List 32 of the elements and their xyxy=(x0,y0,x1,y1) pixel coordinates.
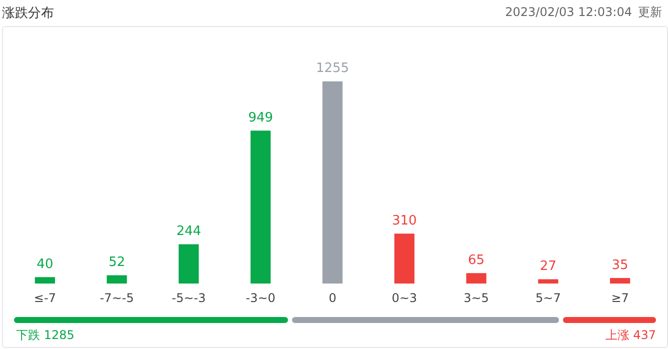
data-label: 949 xyxy=(248,110,274,126)
text: 上涨 437 xyxy=(605,327,656,344)
x-tick-label: 0 xyxy=(328,290,336,305)
x-tick-label: 0~3 xyxy=(392,290,418,305)
x-tick-label: 5~7 xyxy=(536,290,561,305)
text: 更新 xyxy=(638,5,662,19)
bar xyxy=(322,81,343,284)
x-tick-label: ≥7 xyxy=(611,290,629,305)
bar xyxy=(34,277,56,284)
x-tick-label: -3~0 xyxy=(246,290,276,305)
bar xyxy=(610,278,630,284)
bar xyxy=(250,130,271,284)
bar xyxy=(394,234,414,284)
x-tick-label: 3~5 xyxy=(464,290,489,305)
text: 下跌 1285 xyxy=(16,327,74,344)
x-tick-label: ≤-7 xyxy=(34,290,56,305)
x-tick-label: -5~-3 xyxy=(172,290,206,305)
data-label: 65 xyxy=(468,253,485,268)
data-label: 310 xyxy=(392,214,417,229)
data-label: 27 xyxy=(540,259,556,274)
data-label: 35 xyxy=(612,258,628,273)
bar xyxy=(106,275,127,284)
data-label: 244 xyxy=(176,224,202,240)
bar xyxy=(178,244,199,284)
bar xyxy=(466,273,486,284)
bar xyxy=(538,279,558,284)
data-label: 40 xyxy=(36,257,54,272)
data-label: 52 xyxy=(108,255,126,270)
chart-title: 涨跌分布 xyxy=(2,5,54,22)
data-label: 1255 xyxy=(316,61,350,76)
text: 2023/02/03 12:03:04 xyxy=(505,5,632,19)
x-tick-label: -7~-5 xyxy=(100,290,134,305)
